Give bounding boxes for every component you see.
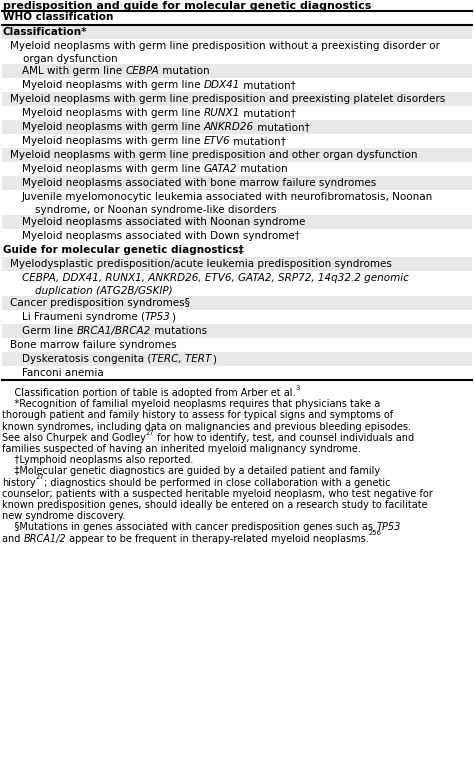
Text: Fanconi anemia: Fanconi anemia — [22, 368, 104, 378]
Text: Myeloid neoplasms with germ line: Myeloid neoplasms with germ line — [22, 80, 204, 90]
Text: GATA2: GATA2 — [204, 164, 237, 174]
Text: RUNX1: RUNX1 — [204, 108, 240, 118]
Text: Myeloid neoplasms with germ line: Myeloid neoplasms with germ line — [22, 108, 204, 118]
Text: Germ line: Germ line — [22, 326, 76, 336]
Text: mutation: mutation — [237, 164, 288, 174]
Text: Myeloid neoplasms associated with Noonan syndrome: Myeloid neoplasms associated with Noonan… — [22, 217, 305, 227]
Text: history: history — [2, 478, 36, 488]
Bar — [2, 257, 472, 271]
Text: Myeloid neoplasms with germ line predisposition and other organ dysfunction: Myeloid neoplasms with germ line predisp… — [10, 150, 418, 160]
Text: 3: 3 — [295, 385, 300, 391]
Text: 27: 27 — [36, 475, 44, 481]
Text: Myeloid neoplasms associated with Down syndrome†: Myeloid neoplasms associated with Down s… — [22, 231, 300, 241]
Text: Guide for molecular genetic diagnostics‡: Guide for molecular genetic diagnostics‡ — [3, 245, 244, 255]
Text: families suspected of having an inherited myeloid malignancy syndrome.: families suspected of having an inherite… — [2, 444, 361, 454]
Text: ; diagnostics should be performed in close collaboration with a genetic: ; diagnostics should be performed in clo… — [44, 478, 391, 488]
Text: organ dysfunction: organ dysfunction — [10, 54, 118, 64]
Text: CEBPA: CEBPA — [126, 66, 159, 76]
Text: duplication (ATG2B/GSKIP): duplication (ATG2B/GSKIP) — [22, 286, 173, 296]
Bar — [2, 176, 472, 190]
Text: WHO classification: WHO classification — [3, 12, 113, 22]
Text: Classification portion of table is adopted from Arber et al.: Classification portion of table is adopt… — [2, 388, 295, 398]
Text: TP53: TP53 — [145, 312, 171, 322]
Text: 256: 256 — [369, 530, 382, 536]
Text: for how to identify, test, and counsel individuals and: for how to identify, test, and counsel i… — [155, 433, 414, 443]
Text: new syndrome discovery.: new syndrome discovery. — [2, 511, 125, 521]
Text: mutation: mutation — [159, 66, 210, 76]
Bar — [2, 134, 472, 148]
Bar — [2, 92, 472, 106]
Text: syndrome, or Noonan syndrome-like disorders: syndrome, or Noonan syndrome-like disord… — [22, 205, 276, 215]
Text: mutation†: mutation† — [254, 122, 310, 132]
Bar — [2, 190, 472, 215]
Bar — [2, 366, 472, 380]
Text: BRCA1/2: BRCA1/2 — [24, 533, 66, 543]
Text: counselor; patients with a suspected heritable myeloid neoplasm, who test negati: counselor; patients with a suspected her… — [2, 489, 433, 499]
Text: Bone marrow failure syndromes: Bone marrow failure syndromes — [10, 340, 177, 350]
Bar — [2, 296, 472, 310]
Bar — [2, 271, 472, 296]
Text: mutation†: mutation† — [230, 136, 286, 146]
Text: §Mutations in genes associated with cancer predisposition genes such as: §Mutations in genes associated with canc… — [2, 523, 376, 533]
Text: TERC, TERT: TERC, TERT — [151, 354, 212, 364]
Text: *Recognition of familial myeloid neoplasms requires that physicians take a: *Recognition of familial myeloid neoplas… — [2, 399, 380, 409]
Text: Dyskeratosis congenita (: Dyskeratosis congenita ( — [22, 354, 151, 364]
Bar — [2, 11, 472, 25]
Text: Myeloid neoplasms with germ line predisposition without a preexisting disorder o: Myeloid neoplasms with germ line predisp… — [10, 41, 440, 51]
Text: mutation†: mutation† — [240, 108, 296, 118]
Text: †Lymphoid neoplasms also reported.: †Lymphoid neoplasms also reported. — [2, 456, 193, 465]
Text: mutation†: mutation† — [240, 80, 296, 90]
Text: Myeloid neoplasms with germ line: Myeloid neoplasms with germ line — [22, 164, 204, 174]
Text: AML with germ line: AML with germ line — [22, 66, 126, 76]
Text: thorough patient and family history to assess for typical signs and symptoms of: thorough patient and family history to a… — [2, 410, 393, 420]
Text: CEBPA, DDX41, RUNX1, ANKRD26, ETV6, GATA2, SRP72, 14q32.2 genomic: CEBPA, DDX41, RUNX1, ANKRD26, ETV6, GATA… — [22, 273, 409, 283]
Bar — [2, 243, 472, 257]
Text: 27: 27 — [146, 430, 155, 436]
Text: DDX41: DDX41 — [204, 80, 240, 90]
Text: appear to be frequent in therapy-related myeloid neoplasms.: appear to be frequent in therapy-related… — [66, 533, 369, 543]
Text: known syndromes, including data on malignancies and previous bleeding episodes.: known syndromes, including data on malig… — [2, 422, 411, 432]
Bar — [2, 352, 472, 366]
Text: ): ) — [171, 312, 175, 322]
Text: TP53: TP53 — [376, 523, 401, 533]
Text: and: and — [2, 533, 24, 543]
Text: Juvenile myelomonocytic leukemia associated with neurofibromatosis, Noonan: Juvenile myelomonocytic leukemia associa… — [22, 192, 433, 202]
Text: ANKRD26: ANKRD26 — [204, 122, 254, 132]
Text: Cancer predisposition syndromes§: Cancer predisposition syndromes§ — [10, 298, 190, 308]
Bar — [2, 25, 472, 39]
Text: Myeloid neoplasms with germ line: Myeloid neoplasms with germ line — [22, 136, 204, 146]
Text: Myelodysplastic predisposition/acute leukemia predisposition syndromes: Myelodysplastic predisposition/acute leu… — [10, 259, 392, 269]
Bar — [2, 324, 472, 338]
Text: See also Churpek and Godley: See also Churpek and Godley — [2, 433, 146, 443]
Text: mutations: mutations — [151, 326, 207, 336]
Text: known predisposition genes, should ideally be entered on a research study to fac: known predisposition genes, should ideal… — [2, 500, 428, 510]
Bar — [2, 106, 472, 120]
Text: ‡Molecular genetic diagnostics are guided by a detailed patient and family: ‡Molecular genetic diagnostics are guide… — [2, 466, 380, 476]
Text: BRCA1/BRCA2: BRCA1/BRCA2 — [76, 326, 151, 336]
Bar — [2, 78, 472, 92]
Text: Myeloid neoplasms associated with bone marrow failure syndromes: Myeloid neoplasms associated with bone m… — [22, 178, 376, 188]
Text: ETV6: ETV6 — [204, 136, 230, 146]
Bar — [2, 215, 472, 229]
Bar — [2, 162, 472, 176]
Bar — [2, 39, 472, 64]
Text: Myeloid neoplasms with germ line predisposition and preexisting platelet disorde: Myeloid neoplasms with germ line predisp… — [10, 94, 445, 104]
Text: Myeloid neoplasms with germ line: Myeloid neoplasms with germ line — [22, 122, 204, 132]
Bar — [2, 120, 472, 134]
Bar — [2, 148, 472, 162]
Text: ): ) — [212, 354, 216, 364]
Text: Li Fraumeni syndrome (: Li Fraumeni syndrome ( — [22, 312, 145, 322]
Text: predisposition and guide for molecular genetic diagnostics: predisposition and guide for molecular g… — [3, 1, 371, 11]
Text: Classification*: Classification* — [3, 27, 88, 37]
Bar — [2, 229, 472, 243]
Bar — [2, 310, 472, 324]
Bar — [2, 338, 472, 352]
Bar — [2, 64, 472, 78]
